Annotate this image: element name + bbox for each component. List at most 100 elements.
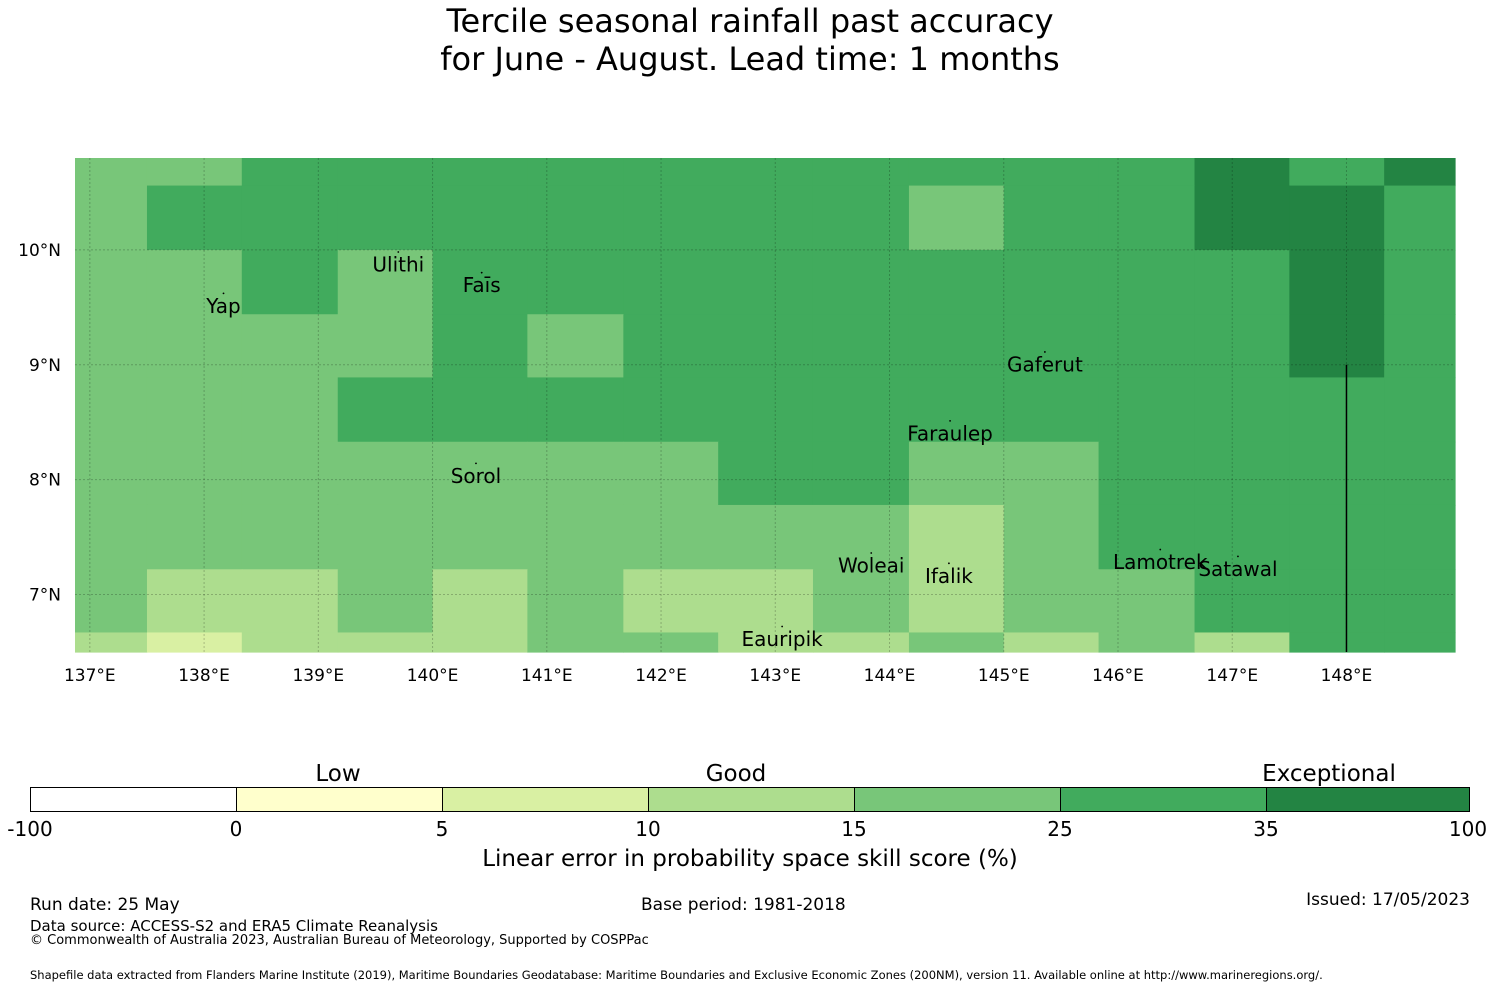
island-label: Eauripik xyxy=(742,627,824,651)
skill-cell xyxy=(1098,569,1196,634)
skill-cell xyxy=(527,569,624,634)
skill-cell xyxy=(623,185,719,251)
skill-cell xyxy=(1289,504,1385,570)
skill-cell xyxy=(718,249,814,315)
island-marker xyxy=(949,419,951,422)
skill-cell xyxy=(1384,441,1456,506)
skill-cell xyxy=(432,504,528,570)
skill-cell xyxy=(75,185,148,251)
skill-cell xyxy=(75,504,148,570)
skill-cell xyxy=(75,158,148,187)
skill-cell xyxy=(146,314,243,379)
skill-cell xyxy=(1289,569,1385,634)
run-date: Run date: 25 May xyxy=(30,895,180,915)
latitude-label: 9°N xyxy=(29,356,61,376)
skill-cell xyxy=(527,314,624,379)
skill-cell xyxy=(527,504,624,570)
skill-cell xyxy=(75,632,148,653)
skill-cell xyxy=(527,249,624,315)
skill-cell xyxy=(718,441,814,506)
island-label: Ifalik xyxy=(925,564,973,588)
colorbar-tick: 35 xyxy=(1253,817,1279,841)
skill-cell xyxy=(1289,185,1385,251)
skill-cell xyxy=(1194,185,1290,251)
skill-cell xyxy=(623,314,719,379)
skill-cell xyxy=(718,504,814,570)
skill-cell xyxy=(527,185,624,251)
skill-cells xyxy=(75,158,1456,653)
skill-cell xyxy=(1384,185,1456,251)
skill-cell xyxy=(527,158,624,187)
skill-cell xyxy=(432,632,528,653)
skill-cell xyxy=(146,377,243,443)
skill-cell xyxy=(1003,632,1100,653)
skill-cell xyxy=(908,185,1005,251)
skill-cell xyxy=(623,441,719,506)
colorbar-segment xyxy=(442,787,648,812)
skill-cell xyxy=(432,158,528,187)
skill-cell xyxy=(623,569,719,634)
latitude-label: 8°N xyxy=(29,471,61,491)
skill-cell xyxy=(1003,569,1100,634)
skill-cell xyxy=(1098,185,1196,251)
skill-cell xyxy=(1003,314,1100,379)
longitude-label: 142°E xyxy=(635,666,687,686)
skill-cell xyxy=(1194,632,1290,653)
skill-cell xyxy=(241,185,339,251)
skill-cell xyxy=(75,377,148,443)
colorbar-category-good: Good xyxy=(705,761,767,787)
island-marker xyxy=(870,552,873,554)
island-marker xyxy=(222,292,225,295)
skill-cell xyxy=(1384,158,1456,187)
skill-cell xyxy=(1003,249,1100,315)
skill-cell xyxy=(812,185,910,251)
island-label: Lamotrek xyxy=(1113,550,1208,574)
island-label: Yap xyxy=(205,294,240,318)
colorbar-segment xyxy=(648,787,854,812)
island-marker xyxy=(781,625,784,628)
skill-cell xyxy=(337,632,434,653)
skill-cell xyxy=(908,504,1005,570)
colorbar-tick: 0 xyxy=(229,817,243,841)
skill-cell xyxy=(718,158,814,187)
skill-cell xyxy=(75,441,148,506)
skill-cell xyxy=(337,314,434,379)
skill-cell xyxy=(1098,377,1196,443)
skill-cell xyxy=(1098,249,1196,315)
skill-cell xyxy=(812,569,910,634)
shapefile-credit: Shapefile data extracted from Flanders M… xyxy=(30,968,1323,982)
skill-cell xyxy=(1194,441,1290,506)
island-marker xyxy=(1159,548,1162,551)
skill-cell xyxy=(527,377,624,443)
island-label: Woleai xyxy=(838,553,905,577)
skill-cell xyxy=(241,441,339,506)
skill-cell xyxy=(1194,314,1290,379)
skill-cell xyxy=(241,249,339,315)
colorbar-segment xyxy=(30,787,236,812)
skill-cell xyxy=(1194,377,1290,443)
skill-cell xyxy=(908,249,1005,315)
skill-cell xyxy=(1384,504,1456,570)
map-title-line-2: for June - August. Lead time: 1 months xyxy=(440,40,1060,78)
skill-cell xyxy=(718,314,814,379)
island-label: Satawal xyxy=(1198,557,1277,581)
skill-cell xyxy=(432,441,528,506)
skill-cell xyxy=(1194,569,1290,634)
skill-cell xyxy=(337,441,434,506)
skill-cell xyxy=(623,504,719,570)
skill-cell xyxy=(1384,314,1456,379)
skill-cell xyxy=(527,632,624,653)
skill-cell xyxy=(1098,314,1196,379)
skill-cell xyxy=(1289,158,1385,187)
island-labels: Ulithi Faīs Yap Gaferut Faraulep Sorol Woleai I… xyxy=(205,251,1278,651)
skill-map: Ulithi Faīs Yap Gaferut Faraulep Sorol Woleai I… xyxy=(18,158,1456,686)
skill-cell xyxy=(1289,632,1385,653)
skill-cell xyxy=(908,158,1005,187)
colorbar-segment xyxy=(1266,787,1470,812)
longitude-label: 138°E xyxy=(178,666,230,686)
colorbar-segment xyxy=(236,787,442,812)
skill-cell xyxy=(812,377,910,443)
colorbar-category-exceptional: Exceptional xyxy=(1262,761,1396,787)
island-marker xyxy=(948,562,950,565)
skill-cell xyxy=(1384,249,1456,315)
